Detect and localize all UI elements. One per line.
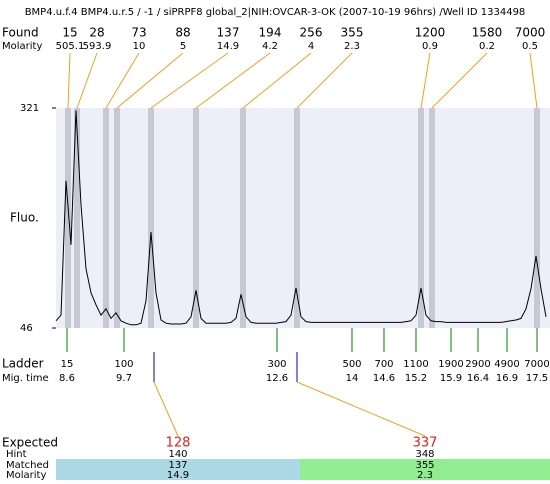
- mig-time: 17.5: [526, 373, 548, 384]
- ladder-size: 100: [114, 359, 133, 370]
- peak-band: [534, 108, 540, 328]
- found-size: 73: [131, 26, 146, 40]
- y-label: Fluo.: [10, 211, 39, 225]
- found-molarity: 4.2: [262, 41, 278, 52]
- hint-label: Hint: [6, 449, 27, 460]
- peak-link: [76, 52, 98, 109]
- peak-link: [242, 52, 312, 109]
- plot-area: [56, 108, 550, 328]
- found-molarity: 4: [308, 41, 314, 52]
- mig-time: 14: [346, 373, 359, 384]
- ladder-size: 500: [342, 359, 361, 370]
- mig-time: 16.4: [467, 373, 489, 384]
- peak-band: [193, 108, 199, 328]
- expected-size: 128: [166, 436, 191, 451]
- molarity-label: Molarity: [6, 470, 46, 480]
- molarity-label: Molarity: [2, 41, 42, 52]
- found-molarity: 14.9: [217, 41, 239, 52]
- y-tick-label: 321: [20, 103, 39, 114]
- peak-link: [67, 52, 71, 109]
- mig-time: 15.2: [405, 373, 427, 384]
- peak-link: [116, 52, 184, 109]
- peak-link: [529, 52, 538, 109]
- found-molarity: 2.3: [344, 41, 360, 52]
- matched-band: [56, 459, 300, 480]
- y-tick-label: 46: [20, 323, 33, 334]
- ladder-size: 300: [267, 359, 286, 370]
- mig-time: 14.6: [373, 373, 395, 384]
- found-molarity: 10: [133, 41, 146, 52]
- ladder-size: 15: [61, 359, 74, 370]
- peak-link: [296, 52, 353, 109]
- peak-band: [114, 108, 120, 328]
- found-size: 194: [259, 26, 282, 40]
- hint-size: 348: [415, 449, 434, 460]
- found-molarity: 593.9: [83, 41, 112, 52]
- found-size: 256: [300, 26, 323, 40]
- matched-size: 137: [168, 460, 187, 471]
- found-size: 1580: [472, 26, 503, 40]
- ladder-size: 2900: [465, 359, 490, 370]
- peak-band: [418, 108, 424, 328]
- matched-molarity: 2.3: [417, 470, 433, 480]
- peak-link: [105, 52, 140, 109]
- found-size: 137: [217, 26, 240, 40]
- expected-link: [153, 381, 179, 437]
- matched-band: [300, 459, 550, 480]
- peak-link: [195, 52, 271, 109]
- expected-label: Expected: [2, 436, 58, 450]
- peak-link: [420, 52, 431, 109]
- matched-molarity: 14.9: [167, 470, 189, 480]
- ladder-size: 1100: [403, 359, 428, 370]
- matched-size: 355: [415, 460, 434, 471]
- peak-band: [294, 108, 300, 328]
- hint-size: 140: [168, 449, 187, 460]
- found-molarity: 0.9: [422, 41, 438, 52]
- peak-band: [240, 108, 246, 328]
- peak-band: [148, 108, 154, 328]
- peak-band: [74, 108, 80, 328]
- matched-label: Matched: [6, 460, 49, 471]
- expected-link: [296, 381, 426, 437]
- mig-time: 8.6: [59, 373, 75, 384]
- found-size: 7000: [515, 26, 546, 40]
- peak-link: [150, 52, 229, 109]
- peak-band: [65, 108, 71, 328]
- ladder-size: 7000: [524, 359, 549, 370]
- found-size: 1200: [415, 26, 446, 40]
- migtime-label: Mig. time: [2, 373, 49, 384]
- found-label: Found: [2, 26, 39, 40]
- mig-time: 9.7: [116, 373, 132, 384]
- mig-time: 15.9: [440, 373, 462, 384]
- chart-title: BMP4.u.f.4 BMP4.u.r.5 / -1 / siPRPF8 glo…: [25, 7, 526, 18]
- mig-time: 12.6: [266, 373, 288, 384]
- ladder-size: 700: [374, 359, 393, 370]
- mig-time: 16.9: [496, 373, 518, 384]
- found-size: 88: [175, 26, 190, 40]
- peak-band: [429, 108, 435, 328]
- found-molarity: 505.1: [56, 41, 85, 52]
- found-size: 15: [62, 26, 77, 40]
- found-molarity: 0.5: [522, 41, 538, 52]
- found-molarity: 5: [180, 41, 186, 52]
- ladder-size: 4900: [494, 359, 519, 370]
- found-size: 28: [89, 26, 104, 40]
- found-molarity: 0.2: [479, 41, 495, 52]
- peak-band: [103, 108, 109, 328]
- peak-link: [431, 52, 488, 109]
- trace: [55, 110, 547, 326]
- found-size: 355: [341, 26, 364, 40]
- expected-size: 337: [413, 436, 438, 451]
- ladder-label: Ladder: [2, 357, 44, 371]
- ladder-size: 1900: [438, 359, 463, 370]
